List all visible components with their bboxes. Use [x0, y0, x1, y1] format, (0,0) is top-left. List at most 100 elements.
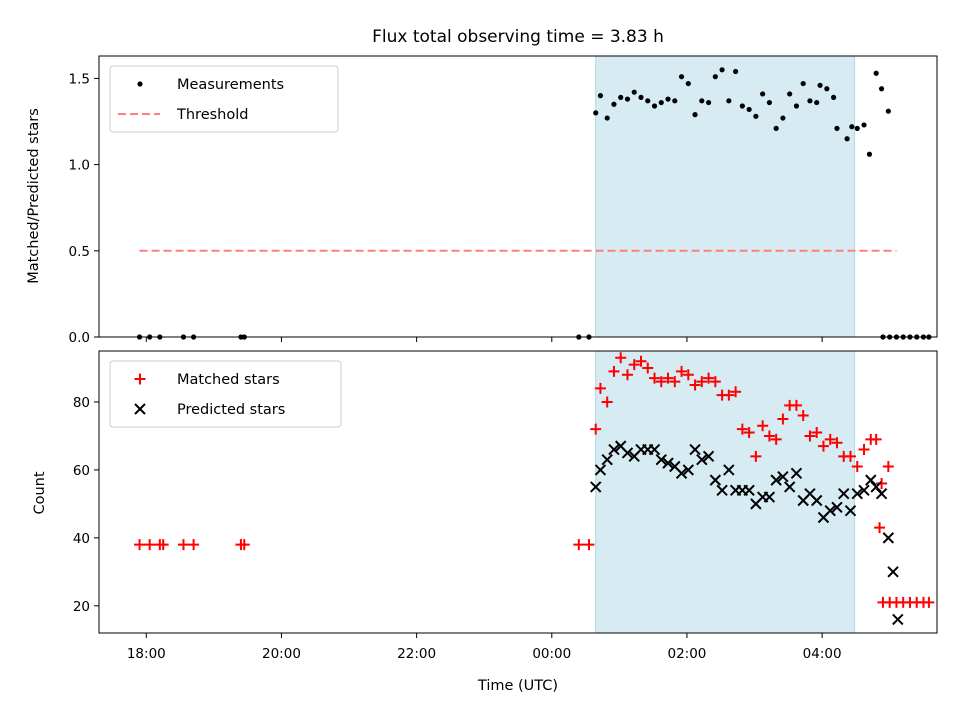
bottom-predicted-stars-point-37	[838, 487, 850, 500]
bottom-matched-stars-point-3	[157, 539, 169, 551]
bottom-matched-stars-point-22	[669, 376, 681, 388]
bottom-legend-label-1: Predicted stars	[177, 402, 285, 418]
bottom-matched-stars-point-37	[770, 433, 782, 445]
bottom-matched-stars-point-45	[824, 433, 836, 445]
top-measurements-point-32	[746, 106, 752, 113]
bottom-matched-stars-point-14	[615, 352, 627, 364]
x-tick-label-1: 20:00	[262, 646, 301, 662]
top-measurements-point-25	[699, 98, 705, 104]
top-measurements-point-52	[873, 70, 879, 76]
top-measurements-point-36	[773, 125, 779, 132]
bottom-legend-marker-1	[134, 403, 146, 415]
top-measurements-point-34	[760, 91, 766, 97]
top-y-axis-label: Matched/Predicted stars	[26, 108, 42, 284]
bottom-matched-stars-point-23	[676, 365, 688, 377]
top-measurements-point-50	[861, 122, 867, 128]
bottom-matched-stars-point-4	[177, 539, 189, 551]
bottom-matched-stars-point-32	[736, 423, 748, 435]
bottom-predicted-stars-point-27	[770, 474, 782, 486]
bottom-matched-stars-point-54	[882, 461, 894, 473]
top-measurements-point-49	[854, 125, 860, 132]
top-measurements-point-17	[645, 98, 651, 104]
bottom-matched-stars-point-43	[811, 427, 823, 439]
bottom-predicted-stars-point-15	[689, 443, 701, 456]
bottom-matched-stars-point-11	[594, 382, 606, 394]
bottom-matched-stars-point-35	[757, 420, 769, 432]
bottom-matched-stars-point-55	[874, 522, 886, 534]
bottom-matched-stars-point-52	[870, 433, 882, 445]
bottom-matched-stars-point-36	[763, 430, 775, 442]
bottom-matched-stars-point-27	[703, 372, 715, 384]
bottom-matched-stars-point-49	[851, 461, 863, 473]
bottom-matched-stars-point-46	[831, 437, 843, 449]
top-measurements-point-10	[597, 93, 604, 99]
top-y-tick-label-3: 1.5	[69, 71, 90, 87]
bottom-legend-box	[109, 360, 342, 428]
bottom-predicted-stars-point-29	[783, 481, 796, 493]
top-measurements-point-15	[631, 89, 637, 95]
bottom-matched-stars-point-38	[777, 413, 789, 425]
top-measurements-point-37	[780, 115, 786, 121]
bottom-y-tick-label-1: 40	[73, 531, 90, 547]
top-measurements-point-38	[787, 91, 793, 97]
top-measurements-point-53	[878, 86, 885, 92]
top-measurements-point-18	[651, 103, 658, 109]
bottom-y-tick-label-0: 20	[73, 599, 90, 615]
x-tick-label-5: 04:00	[803, 646, 842, 662]
top-measurements-point-26	[705, 99, 712, 106]
top-measurements-point-42	[814, 99, 820, 106]
top-measurements-point-11	[604, 115, 610, 121]
bottom-matched-stars-point-41	[797, 410, 809, 422]
bottom-matched-stars-point-20	[655, 376, 667, 388]
top-legend-marker-0	[137, 81, 143, 87]
top-measurements-point-13	[618, 94, 624, 100]
bottom-matched-stars-point-33	[743, 427, 755, 439]
top-measurements-point-45	[831, 94, 837, 100]
bottom-y-tick-label-3: 80	[73, 395, 90, 411]
top-measurements-point-27	[712, 74, 718, 80]
top-measurements-point-21	[672, 98, 678, 104]
bottom-predicted-stars-point-28	[777, 471, 789, 483]
bottom-matched-stars-point-31	[730, 386, 742, 398]
top-measurements-point-20	[665, 96, 671, 102]
bottom-predicted-stars-point-39	[851, 487, 863, 500]
bottom-matched-stars-point-42	[804, 430, 816, 442]
bottom-matched-stars-point-1	[144, 539, 156, 551]
bottom-matched-stars-point-44	[817, 440, 829, 452]
bottom-predicted-stars-point-9	[648, 443, 661, 456]
bottom-matched-stars-point-40	[790, 399, 802, 411]
bottom-matched-stars-point-13	[608, 365, 620, 377]
bottom-matched-stars-point-12	[601, 396, 613, 408]
bottom-predicted-stars-point-44	[882, 532, 895, 544]
bottom-matched-stars-point-48	[844, 450, 856, 462]
bottom-predicted-stars-point-35	[824, 504, 836, 517]
bottom-predicted-stars-point-46	[892, 613, 904, 626]
bottom-matched-stars-point-17	[635, 355, 647, 367]
top-measurements-point-43	[817, 82, 823, 88]
bottom-matched-stars-point-50	[858, 444, 870, 456]
top-measurements-point-12	[611, 101, 617, 107]
bottom-predicted-stars-point-5	[621, 447, 634, 459]
bottom-matched-stars-point-21	[662, 372, 674, 384]
bottom-predicted-stars-point-13	[675, 467, 688, 480]
bottom-predicted-stars-point-40	[858, 484, 870, 497]
top-measurements-point-44	[824, 86, 830, 92]
bottom-predicted-stars-point-30	[790, 467, 803, 480]
bottom-legend-label-0: Matched stars	[177, 372, 280, 388]
top-y-tick-label-2: 1.0	[69, 158, 90, 174]
x-axis-label: Time (UTC)	[477, 678, 558, 694]
bottom-predicted-stars-point-36	[831, 501, 843, 513]
bottom-predicted-stars-point-1	[594, 464, 607, 476]
top-measurements-point-24	[692, 112, 698, 118]
top-measurements-point-9	[593, 110, 599, 116]
top-measurements-point-16	[638, 94, 644, 100]
top-measurements-point-29	[726, 98, 732, 104]
top-observing-window	[595, 55, 856, 338]
bottom-predicted-stars-point-11	[662, 457, 674, 469]
bottom-predicted-stars-point-18	[709, 474, 722, 486]
bottom-matched-stars-point-28	[709, 376, 721, 388]
bottom-predicted-stars-point-2	[601, 454, 613, 466]
top-legend-box	[109, 65, 339, 133]
bottom-matched-stars-point-18	[642, 362, 654, 374]
